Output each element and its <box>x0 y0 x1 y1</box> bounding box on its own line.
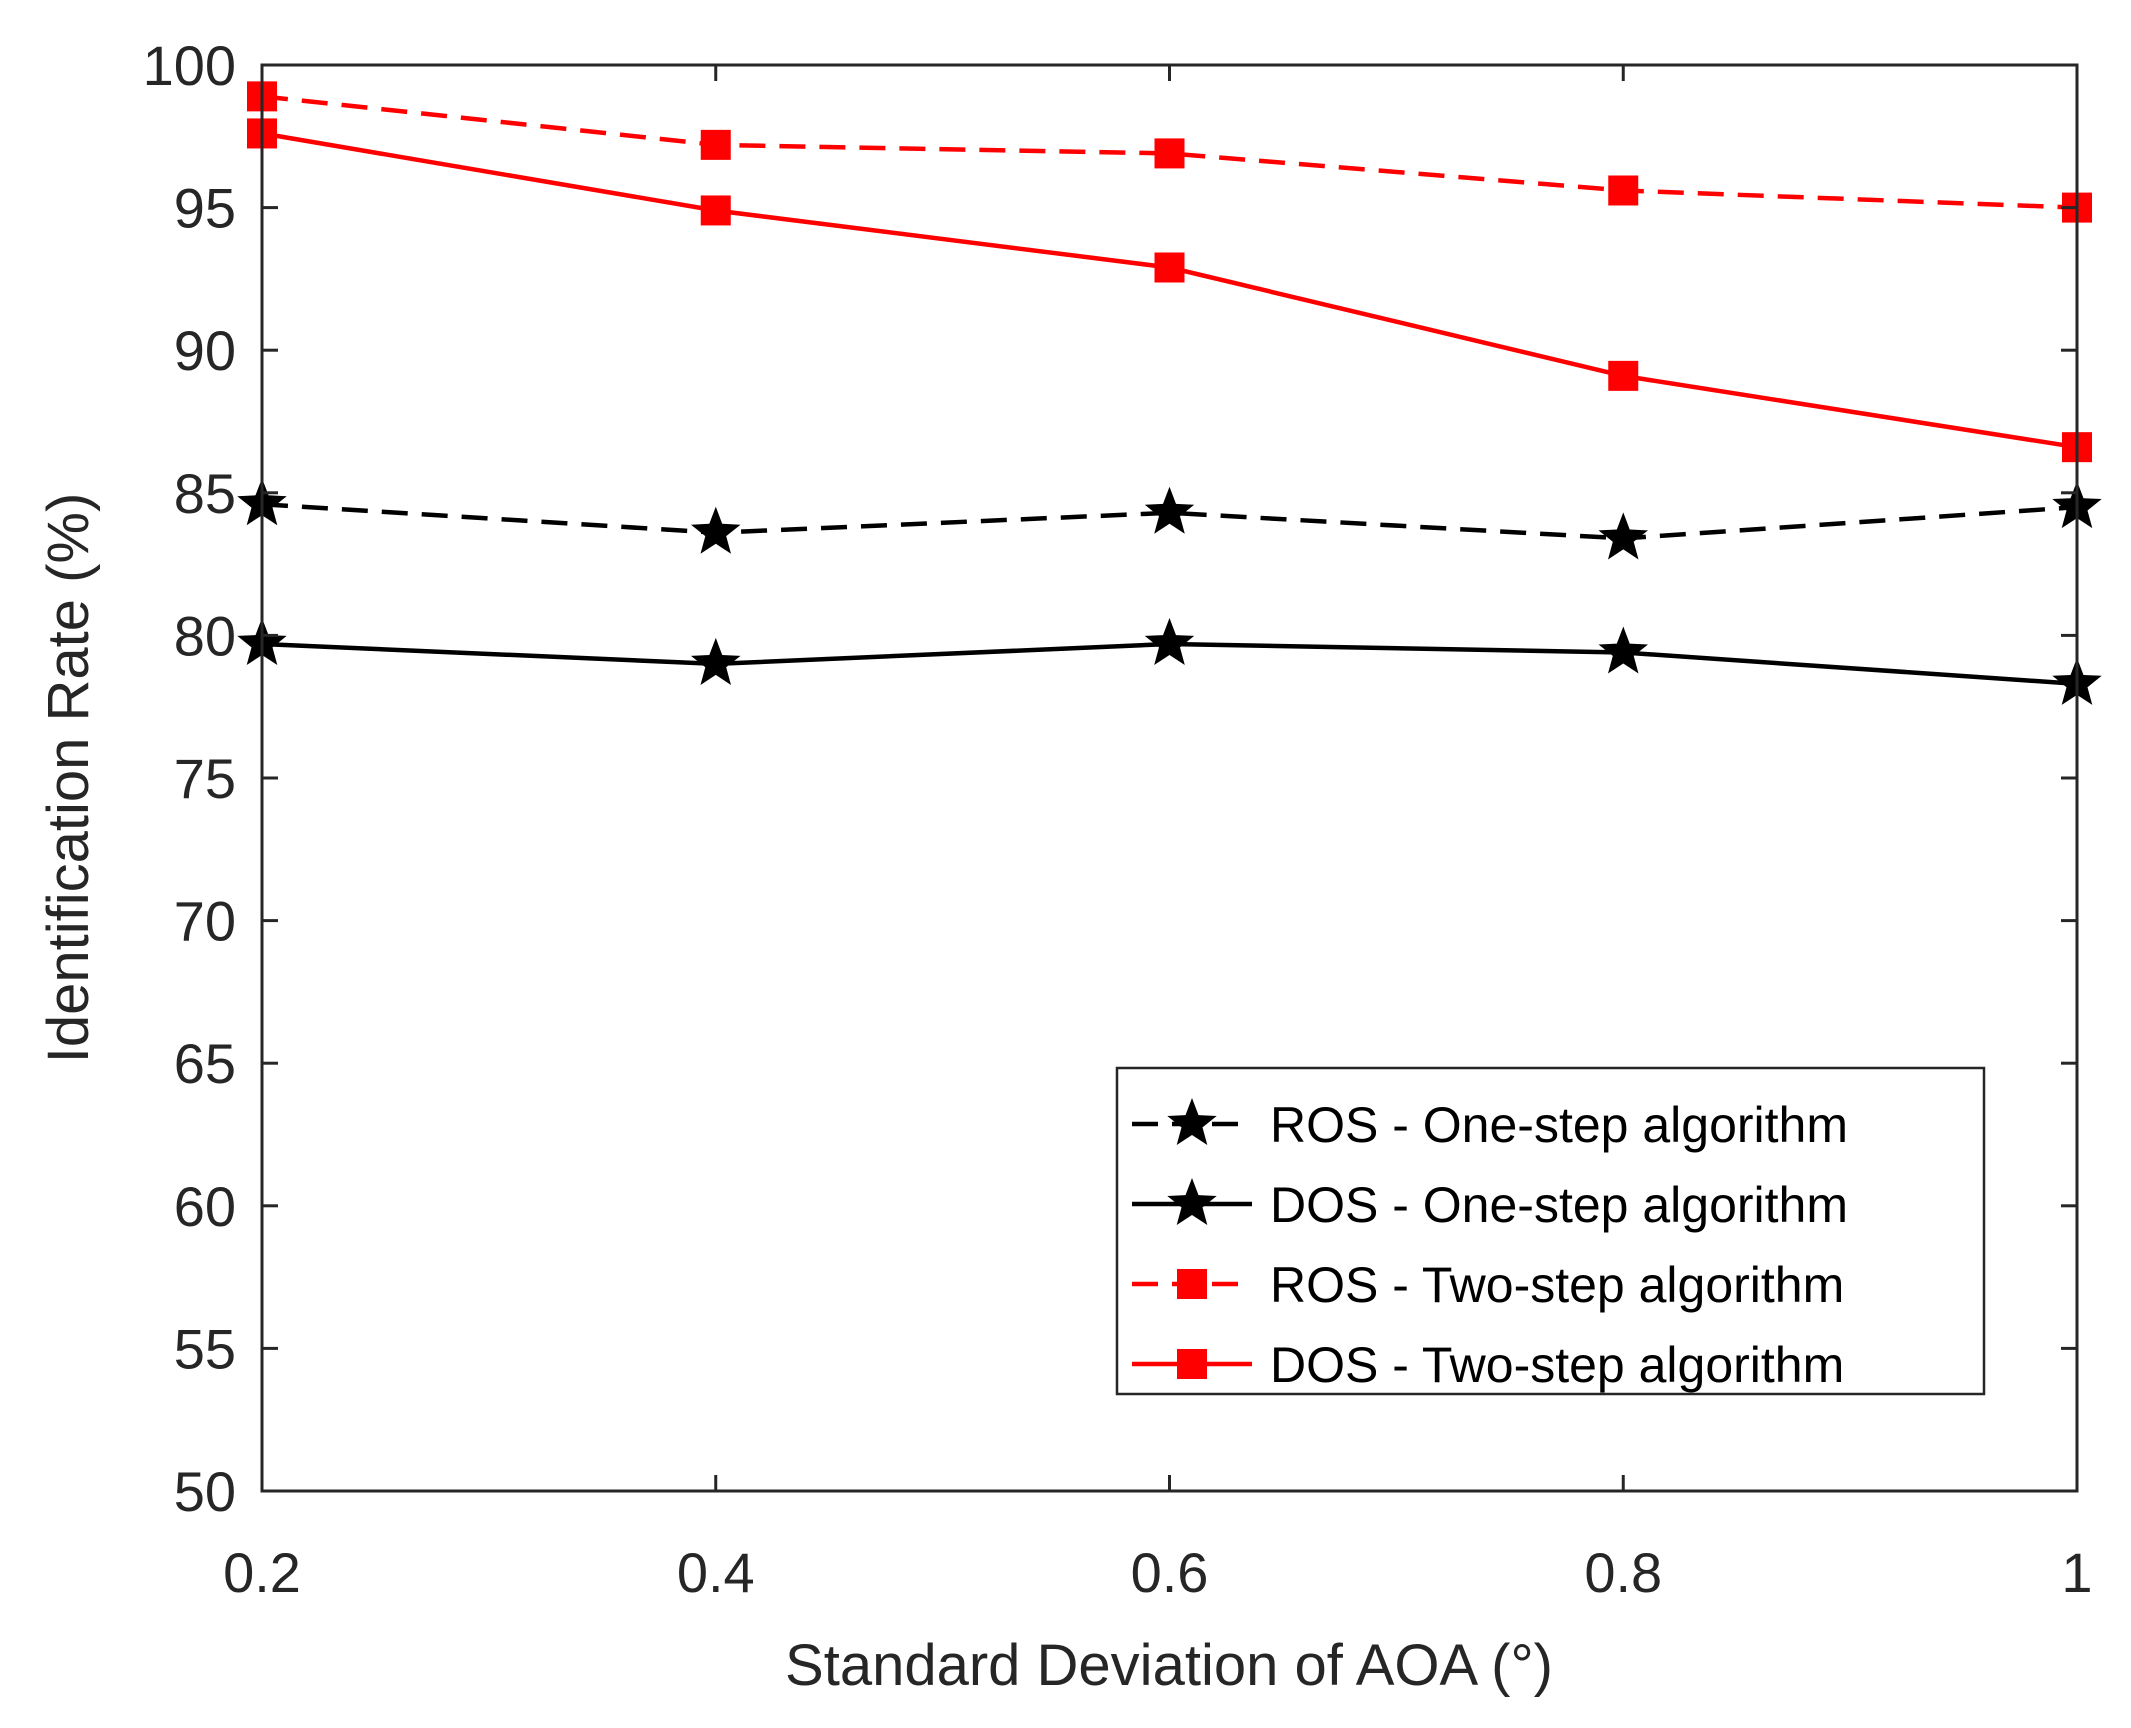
legend-marker <box>1177 1269 1207 1299</box>
legend-entry-label: DOS - Two-step algorithm <box>1270 1337 1844 1393</box>
x-tick-label: 0.6 <box>1131 1541 1209 1604</box>
x-tick-label: 0.8 <box>1584 1541 1662 1604</box>
y-tick-label: 60 <box>174 1175 236 1238</box>
data-point <box>1154 138 1185 169</box>
series-layer <box>237 81 2102 705</box>
data-point <box>1608 175 1639 206</box>
data-point <box>1598 626 1648 674</box>
data-point <box>1154 252 1185 283</box>
y-tick-label: 100 <box>143 34 236 97</box>
x-axis-label: Standard Deviation of AOA (°) <box>785 1633 1553 1698</box>
legend-entry-label: ROS - Two-step algorithm <box>1270 1257 1844 1313</box>
tick-layer: 0.2 0.4 0.6 0.8 1 50 55 60 65 70 75 80 85 90 95 100 <box>143 34 2093 1604</box>
legend-marker <box>1167 1178 1217 1225</box>
y-tick-label: 55 <box>174 1317 236 1380</box>
x-tick-label: 0.4 <box>677 1541 755 1604</box>
y-tick-label: 90 <box>174 319 236 382</box>
data-point <box>1144 618 1195 665</box>
data-point <box>700 129 731 160</box>
y-tick-label: 95 <box>174 177 236 240</box>
series-line <box>261 94 2078 210</box>
data-point <box>1144 486 1195 534</box>
legend-entry-label: DOS - One-step algorithm <box>1270 1177 1848 1233</box>
legend-marker <box>1177 1349 1207 1379</box>
y-tick-label: 70 <box>174 890 236 953</box>
legend-box <box>1115 1066 1986 1396</box>
legend-marker <box>1167 1098 1217 1145</box>
data-point <box>700 195 731 226</box>
x-tick-label: 0.2 <box>223 1541 301 1604</box>
x-tick-label: 1 <box>2061 1541 2092 1604</box>
legend-entry-label: ROS - One-step algorithm <box>1270 1097 1848 1153</box>
series-line <box>261 501 2078 541</box>
data-point <box>691 506 741 554</box>
y-tick-label: 50 <box>174 1460 236 1523</box>
y-tick-label: 80 <box>174 604 236 667</box>
data-point <box>1598 512 1648 560</box>
y-tick-label: 75 <box>174 747 236 810</box>
data-point <box>691 637 741 685</box>
data-point <box>1608 360 1639 391</box>
y-axis-label: Identification Rate (%) <box>36 493 101 1064</box>
y-tick-label: 85 <box>174 462 236 525</box>
y-tick-label: 65 <box>174 1032 236 1095</box>
legend: ROS - One-step algorithm DOS - One-step a… <box>1115 1066 1986 1396</box>
